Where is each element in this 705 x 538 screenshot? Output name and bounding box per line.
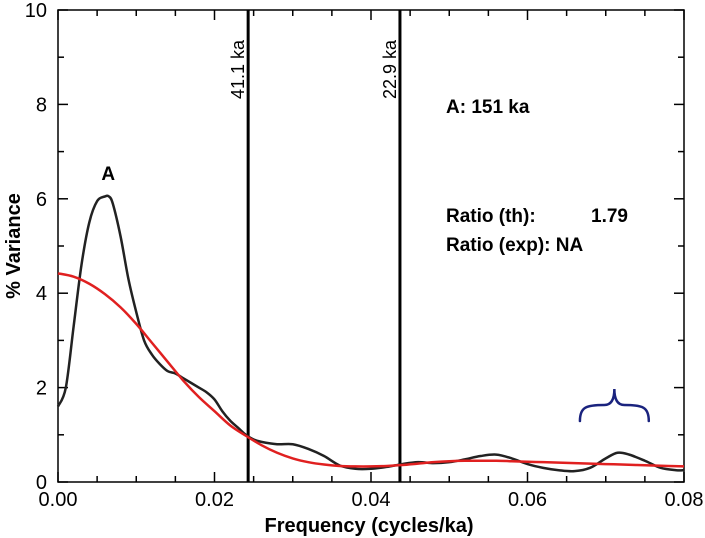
x-axis-ticks: 0.00 0.02 0.04 0.06 0.08 <box>39 10 704 511</box>
y-tick-label: 0 <box>36 472 47 494</box>
x-tick-label: 0.08 <box>665 489 704 511</box>
period-line-label: 41.1 ka <box>228 39 248 99</box>
plot-frame <box>57 9 685 483</box>
ratio-th-value: 1.79 <box>591 206 628 227</box>
y-tick-label: 8 <box>36 94 47 116</box>
y-axis-ticks: 0 2 4 6 8 10 <box>25 0 684 494</box>
x-axis-title: Frequency (cycles/ka) <box>265 515 474 537</box>
ratio-exp: Ratio (exp): NA <box>446 235 584 256</box>
spectrum-line <box>56 194 685 473</box>
red-noise-line <box>57 272 685 468</box>
x-tick-label: 0.04 <box>352 489 391 511</box>
period-lines: 41.1 ka 22.9 ka <box>228 10 402 482</box>
y-tick-label: 4 <box>36 283 47 305</box>
ratio-th-label: Ratio (th): <box>446 206 536 227</box>
curly-brace-icon <box>578 389 651 423</box>
peak-label-a: A <box>101 164 115 185</box>
series-group <box>56 194 685 473</box>
x-tick-label: 0.06 <box>508 489 547 511</box>
x-tick-label: 0.02 <box>195 489 234 511</box>
y-tick-label: 2 <box>36 378 47 400</box>
info-peak-period: A: 151 ka <box>446 97 530 118</box>
x-tick-label: 0.00 <box>39 489 78 511</box>
y-axis-title: % Variance <box>3 193 25 299</box>
y-tick-label: 10 <box>25 0 47 22</box>
y-tick-label: 6 <box>36 189 47 211</box>
period-line-label: 22.9 ka <box>380 39 400 99</box>
